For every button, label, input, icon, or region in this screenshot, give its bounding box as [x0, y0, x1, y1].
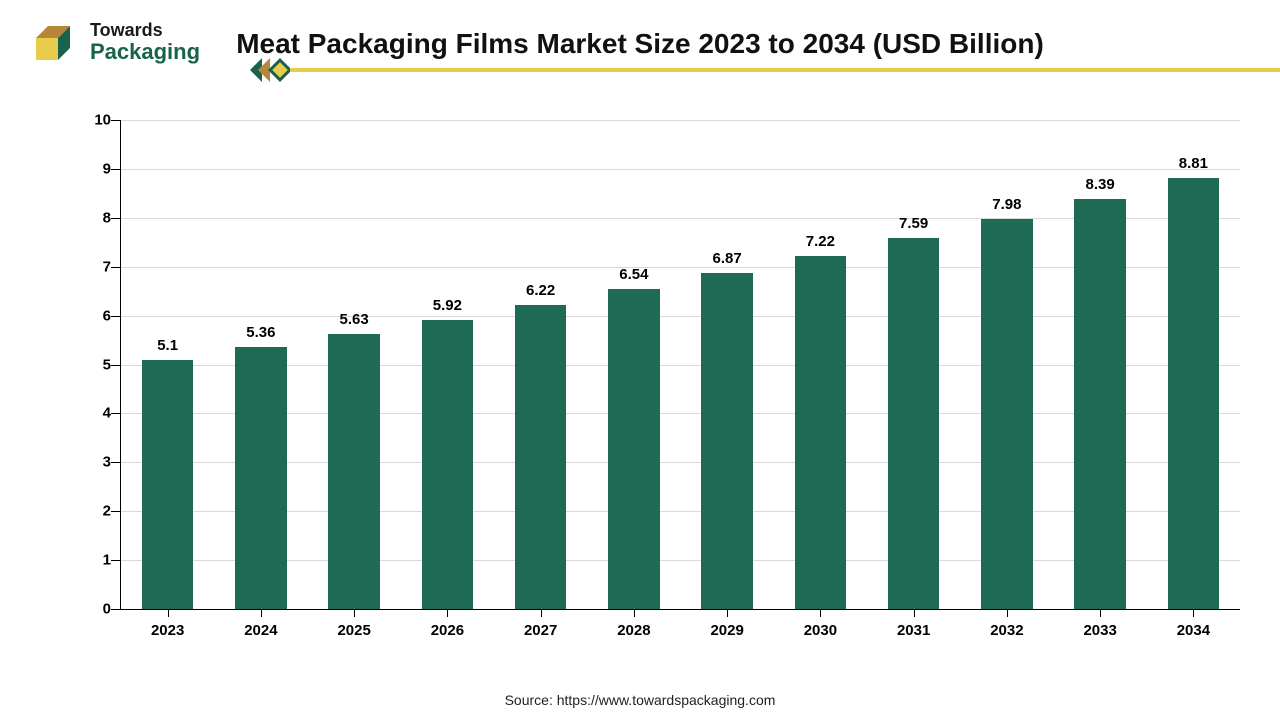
bar-value-label: 6.54 — [594, 266, 674, 283]
gridline — [121, 218, 1240, 219]
gridline — [121, 560, 1240, 561]
gridline — [121, 365, 1240, 366]
bar — [142, 360, 193, 609]
y-tick — [111, 413, 121, 414]
x-axis-label: 2026 — [407, 622, 487, 639]
bar-value-label: 6.87 — [687, 250, 767, 267]
source-text: Source: https://www.towardspackaging.com — [0, 692, 1280, 708]
x-tick — [634, 609, 635, 617]
accent-line — [0, 60, 1280, 80]
accent-bar — [290, 68, 1280, 72]
gridline — [121, 120, 1240, 121]
x-axis-label: 2030 — [780, 622, 860, 639]
y-axis-label: 2 — [81, 503, 111, 520]
bar-value-label: 5.92 — [407, 297, 487, 314]
bar — [422, 320, 473, 609]
x-axis-label: 2033 — [1060, 622, 1140, 639]
y-axis-label: 7 — [81, 258, 111, 275]
y-tick — [111, 169, 121, 170]
y-tick — [111, 316, 121, 317]
x-tick — [727, 609, 728, 617]
x-axis-label: 2023 — [128, 622, 208, 639]
bar-value-label: 7.59 — [874, 215, 954, 232]
x-axis-label: 2024 — [221, 622, 301, 639]
x-axis-label: 2027 — [501, 622, 581, 639]
bar — [608, 289, 659, 609]
x-tick — [447, 609, 448, 617]
y-axis-label: 3 — [81, 454, 111, 471]
y-tick — [111, 560, 121, 561]
chart-title: Meat Packaging Films Market Size 2023 to… — [0, 28, 1280, 60]
x-axis-label: 2031 — [874, 622, 954, 639]
bar-value-label: 7.98 — [967, 196, 1047, 213]
x-axis-label: 2032 — [967, 622, 1047, 639]
bar-value-label: 5.1 — [128, 337, 208, 354]
y-axis-label: 0 — [81, 601, 111, 618]
bar-chart: 0123456789105.120235.3620245.6320255.922… — [80, 120, 1250, 650]
bar-value-label: 8.39 — [1060, 176, 1140, 193]
gridline — [121, 169, 1240, 170]
plot-area: 0123456789105.120235.3620245.6320255.922… — [120, 120, 1240, 610]
gridline — [121, 462, 1240, 463]
y-tick — [111, 120, 121, 121]
bar — [1168, 178, 1219, 609]
bar-value-label: 7.22 — [780, 233, 860, 250]
y-tick — [111, 609, 121, 610]
bar — [888, 238, 939, 609]
y-tick — [111, 218, 121, 219]
x-axis-label: 2025 — [314, 622, 394, 639]
bar — [328, 334, 379, 609]
accent-chevron-icon — [248, 54, 296, 86]
y-axis-label: 6 — [81, 307, 111, 324]
x-tick — [1193, 609, 1194, 617]
gridline — [121, 316, 1240, 317]
y-tick — [111, 365, 121, 366]
bar — [235, 347, 286, 609]
y-tick — [111, 267, 121, 268]
x-axis-label: 2028 — [594, 622, 674, 639]
x-tick — [168, 609, 169, 617]
x-tick — [1100, 609, 1101, 617]
y-axis-label: 5 — [81, 356, 111, 373]
x-tick — [354, 609, 355, 617]
bar-value-label: 8.81 — [1153, 155, 1233, 172]
x-axis-label: 2034 — [1153, 622, 1233, 639]
y-axis-label: 1 — [81, 552, 111, 569]
gridline — [121, 413, 1240, 414]
bar — [1074, 199, 1125, 609]
bar-value-label: 6.22 — [501, 282, 581, 299]
y-axis-label: 8 — [81, 209, 111, 226]
bar-value-label: 5.36 — [221, 324, 301, 341]
bar — [515, 305, 566, 609]
y-axis-label: 9 — [81, 160, 111, 177]
y-tick — [111, 511, 121, 512]
bar — [701, 273, 752, 609]
y-tick — [111, 462, 121, 463]
y-axis-label: 4 — [81, 405, 111, 422]
x-axis-label: 2029 — [687, 622, 767, 639]
x-tick — [820, 609, 821, 617]
x-tick — [914, 609, 915, 617]
gridline — [121, 511, 1240, 512]
x-tick — [261, 609, 262, 617]
bar-value-label: 5.63 — [314, 311, 394, 328]
bar — [795, 256, 846, 609]
gridline — [121, 267, 1240, 268]
bar — [981, 219, 1032, 609]
x-tick — [541, 609, 542, 617]
x-tick — [1007, 609, 1008, 617]
y-axis-label: 10 — [81, 112, 111, 129]
